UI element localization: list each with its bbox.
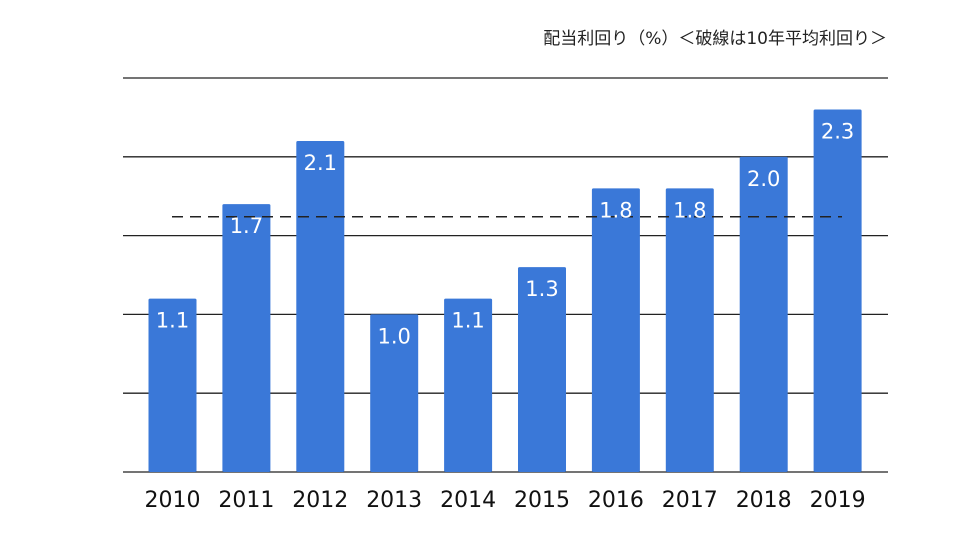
bar-label-2017: 1.8 bbox=[673, 198, 706, 222]
bar-label-2010: 1.1 bbox=[156, 309, 189, 333]
bar-2016 bbox=[591, 188, 640, 472]
bar-label-2015: 1.3 bbox=[525, 277, 558, 301]
x-tick-label-2019: 2019 bbox=[810, 488, 866, 513]
x-tick-label-2015: 2015 bbox=[514, 488, 570, 513]
x-tick-label-2018: 2018 bbox=[736, 488, 792, 513]
x-tick-label-2014: 2014 bbox=[440, 488, 496, 513]
x-tick-label-2010: 2010 bbox=[145, 488, 201, 513]
bar-value-labels: 1.1 1.7 2.1 1.0 1.1 1.3 1.8 1.8 2.0 2.3 bbox=[156, 120, 855, 349]
x-tick-label-2016: 2016 bbox=[588, 488, 644, 513]
x-axis-ticks: 2010 2011 2012 2013 2014 2015 2016 2017 2018 2019 bbox=[145, 488, 866, 513]
bar-label-2013: 1.0 bbox=[377, 324, 410, 348]
bar-label-2014: 1.1 bbox=[451, 309, 484, 333]
bar-2011 bbox=[222, 204, 271, 472]
bar-2013 bbox=[370, 314, 419, 472]
bar-2010 bbox=[148, 298, 197, 472]
bar-2018 bbox=[739, 156, 788, 473]
bar-2012 bbox=[296, 141, 345, 473]
x-tick-label-2013: 2013 bbox=[366, 488, 422, 513]
bar-2014 bbox=[444, 298, 493, 472]
bar-label-2019: 2.3 bbox=[821, 120, 854, 144]
bar-2015 bbox=[518, 267, 566, 472]
bar-2017 bbox=[665, 188, 714, 472]
chart-title: 配当利回り（%）＜破線は10年平均利回り＞ bbox=[543, 29, 887, 49]
bars bbox=[148, 109, 862, 473]
bar-label-2016: 1.8 bbox=[599, 198, 632, 222]
bar-2019 bbox=[813, 109, 862, 473]
x-tick-label-2017: 2017 bbox=[662, 488, 718, 513]
x-tick-label-2011: 2011 bbox=[218, 488, 274, 513]
bar-label-2018: 2.0 bbox=[747, 167, 780, 191]
bar-label-2012: 2.1 bbox=[304, 151, 337, 175]
bar-label-2011: 1.7 bbox=[230, 214, 263, 238]
x-tick-label-2012: 2012 bbox=[292, 488, 348, 513]
